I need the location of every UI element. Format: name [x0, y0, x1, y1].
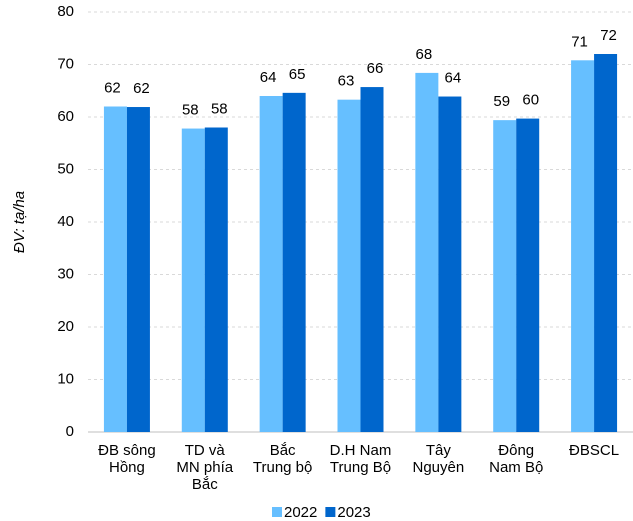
bar: [282, 92, 306, 432]
legend-swatch: [272, 507, 282, 517]
x-tick-label: ĐBSCL: [569, 442, 620, 459]
x-tick-label: ĐB sông Hồng: [98, 442, 156, 476]
x-tick-label: Tây Nguyên: [412, 442, 465, 476]
y-tick-label: 70: [57, 55, 74, 72]
bar: [415, 72, 439, 433]
bar: [516, 118, 540, 432]
data-label: 58: [211, 100, 228, 117]
x-tick-label: Bắc Trung bộ: [252, 442, 313, 476]
data-label: 72: [600, 27, 617, 44]
bar: [438, 96, 462, 433]
data-label: 66: [367, 60, 384, 77]
data-label: 68: [416, 46, 433, 63]
x-tick-label: D.H Nam Trung Bộ: [329, 442, 392, 476]
data-label: 64: [445, 69, 462, 86]
y-tick-label: 50: [57, 160, 74, 177]
bar: [493, 120, 517, 433]
bar: [594, 54, 618, 432]
y-tick-label: 80: [57, 3, 74, 20]
data-label: 60: [522, 92, 539, 109]
data-label: 62: [104, 79, 121, 96]
bar: [204, 127, 228, 432]
y-axis-label: ĐV: tạ/ha: [11, 191, 28, 253]
data-label: 62: [133, 80, 150, 97]
bar: [360, 87, 384, 432]
data-label: 63: [338, 73, 355, 90]
legend-swatch: [325, 507, 336, 517]
bar: [259, 96, 283, 432]
data-label: 58: [182, 102, 199, 119]
y-tick-label: 10: [57, 370, 74, 387]
y-tick-label: 30: [57, 265, 74, 282]
bar: [103, 106, 127, 432]
y-tick-label: 0: [66, 423, 74, 440]
data-label: 59: [493, 93, 510, 110]
y-tick-label: 60: [57, 108, 74, 125]
legend-label: 2023: [337, 504, 370, 521]
bar: [181, 128, 205, 433]
legend-label: 2022: [284, 504, 317, 521]
y-tick-label: 20: [57, 318, 74, 335]
bar: [337, 99, 361, 433]
x-tick-label: TD và MN phía Bắc: [176, 442, 234, 493]
data-label: 71: [571, 33, 588, 50]
y-tick-label: 40: [57, 213, 74, 230]
x-tick-label: Đông Nam Bộ: [489, 442, 544, 476]
data-label: 65: [289, 66, 306, 83]
data-label: 64: [260, 69, 277, 86]
bar: [571, 60, 595, 433]
bar: [126, 107, 150, 433]
